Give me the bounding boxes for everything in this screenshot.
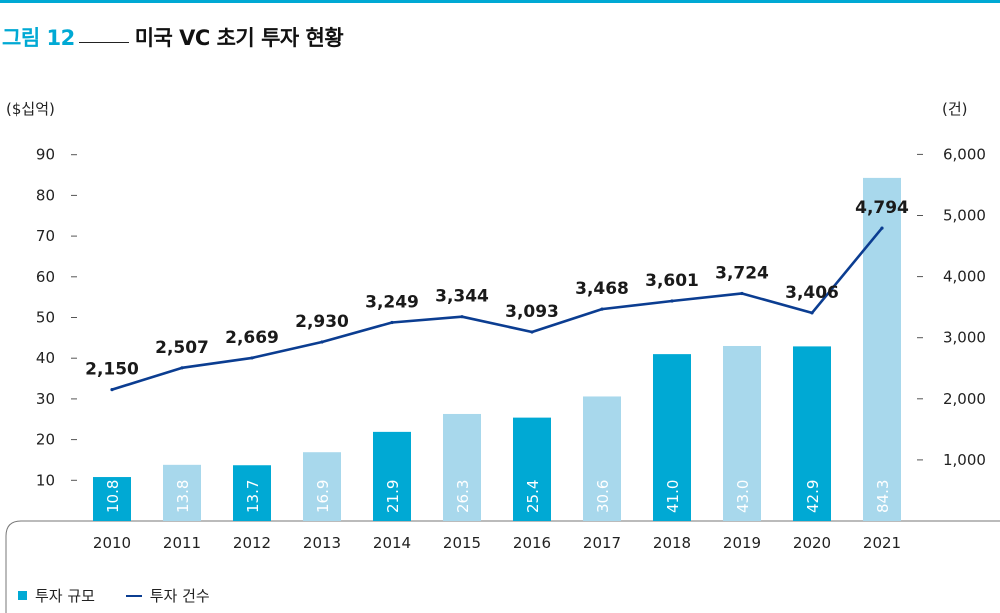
bar-value-label: 13.8 (174, 480, 192, 513)
legend-bar-label: 투자 규모 (35, 587, 95, 605)
left-axis-tick-label: 70 (36, 227, 55, 245)
x-axis-label: 2011 (163, 534, 201, 552)
legend-item-bar: 투자 규모 (18, 585, 95, 606)
x-axis-label: 2012 (233, 534, 271, 552)
top-accent-rule (0, 0, 1000, 3)
count-point-2019 (740, 291, 744, 296)
bar-value-label: 26.3 (454, 480, 472, 513)
left-axis-tick-label: 20 (36, 431, 55, 449)
plot-frame (5, 520, 1000, 613)
count-value-label: 3,601 (645, 271, 699, 291)
count-value-label: 3,344 (435, 287, 489, 307)
count-point-2014 (390, 320, 394, 325)
bar-value-label: 41.0 (664, 480, 682, 513)
bar-value-label: 13.7 (244, 480, 262, 513)
count-point-2016 (530, 330, 534, 334)
count-point-2017 (600, 307, 604, 311)
right-axis-unit: (건) (942, 100, 968, 118)
bar-2013 (303, 452, 341, 521)
count-point-2013 (320, 340, 324, 344)
right-axis-tick-label: 1,000 (943, 451, 986, 469)
right-axis-tick-label: 6,000 (943, 145, 986, 163)
x-axis-label: 2016 (513, 534, 551, 552)
legend-line-label: 투자 건수 (149, 587, 210, 605)
bar-value-label: 10.8 (104, 480, 122, 513)
bar-2015 (443, 413, 481, 521)
count-series-line (111, 227, 884, 391)
x-axis-label: 2010 (93, 534, 131, 552)
bar-value-label: 43.0 (734, 480, 752, 513)
x-axis-label: 2018 (653, 534, 691, 552)
count-value-label: 2,507 (155, 338, 209, 358)
count-value-label: 3,406 (785, 283, 839, 303)
count-point-2015 (460, 315, 464, 319)
bar-value-label: 16.9 (314, 480, 332, 513)
bar-value-label: 84.3 (874, 480, 892, 513)
x-axis-label: 2021 (863, 534, 901, 552)
legend-item-line: 투자 건수 (125, 585, 210, 606)
left-axis-tick-label: 30 (36, 390, 55, 408)
count-value-label: 3,249 (365, 292, 419, 312)
count-value-label: 2,150 (85, 360, 139, 380)
left-axis-tick-label: 10 (36, 471, 55, 489)
x-axis-label: 2020 (793, 534, 831, 552)
count-value-label: 2,669 (225, 328, 279, 348)
bar-2014 (373, 431, 411, 521)
x-axis-label: 2014 (373, 534, 411, 552)
count-point-2020 (810, 311, 814, 315)
figure-title-text: 미국 VC 초기 투자 현황 (134, 26, 344, 50)
right-axis-tick-label: 4,000 (943, 268, 986, 286)
count-point-2011 (180, 366, 184, 370)
right-axis-tick-label: 5,000 (943, 207, 986, 225)
left-axis-tick-label: 40 (36, 349, 55, 367)
count-point-2012 (250, 356, 254, 360)
bar-value-label: 25.4 (524, 480, 542, 513)
count-point-2018 (670, 299, 674, 303)
count-point-2010 (110, 388, 114, 392)
count-value-label: 3,093 (505, 302, 559, 322)
bar-2018 (653, 354, 691, 521)
left-axis-tick-label: 50 (36, 309, 55, 327)
bar-2012 (233, 465, 271, 521)
bar-2011 (163, 464, 201, 521)
left-axis-tick-label: 90 (36, 146, 55, 164)
bar-2016 (513, 417, 551, 521)
bar-2017 (583, 396, 621, 521)
count-value-label: 3,724 (715, 263, 769, 283)
legend-line-swatch (125, 595, 142, 597)
x-axis-label: 2013 (303, 534, 341, 552)
x-axis-label: 2015 (443, 534, 481, 552)
bar-2019 (723, 345, 761, 521)
figure-title: 그림 12 미국 VC 초기 투자 현황 (2, 22, 344, 52)
left-axis-tick-label: 60 (36, 268, 55, 286)
x-axis-label: 2019 (723, 534, 761, 552)
count-value-label: 4,794 (855, 198, 909, 218)
title-underline (78, 42, 129, 43)
legend-bar-swatch (18, 591, 27, 600)
bar-value-label: 30.6 (594, 480, 612, 513)
count-value-label: 2,930 (295, 312, 349, 332)
left-axis-unit: ($십억) (6, 100, 55, 118)
right-axis-tick-label: 3,000 (943, 329, 986, 347)
bar-2010 (93, 477, 131, 521)
count-point-2021 (880, 226, 884, 230)
figure-label: 그림 12 (2, 26, 75, 50)
bar-2021 (863, 177, 901, 522)
count-value-label: 3,468 (575, 279, 629, 299)
bar-2020 (793, 346, 831, 521)
left-axis-tick-label: 80 (36, 186, 55, 204)
chart-legend: 투자 규모 투자 건수 (18, 585, 236, 606)
bar-value-label: 42.9 (804, 480, 822, 513)
x-axis-label: 2017 (583, 534, 621, 552)
bar-value-label: 21.9 (384, 480, 402, 513)
right-axis-tick-label: 2,000 (943, 390, 986, 408)
